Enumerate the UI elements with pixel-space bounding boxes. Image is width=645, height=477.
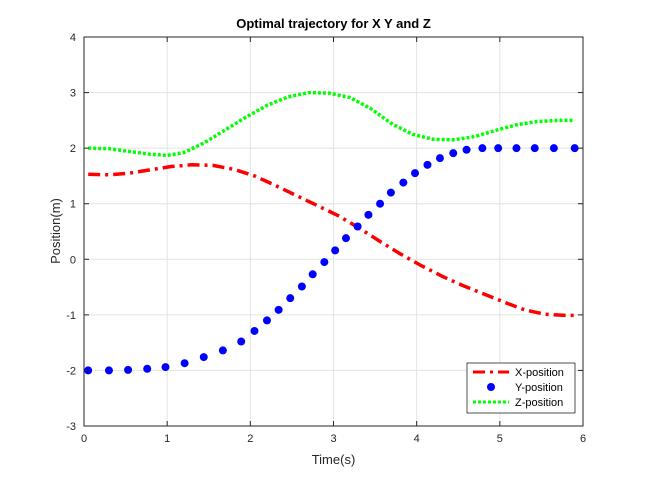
point-y-position bbox=[218, 346, 227, 355]
legend-label-x-position: X-position bbox=[515, 367, 564, 379]
x-tick-label: 5 bbox=[497, 433, 503, 445]
x-tick-label: 3 bbox=[330, 433, 336, 445]
point-y-position bbox=[376, 199, 385, 208]
y-axis-label: Position(m) bbox=[48, 198, 63, 264]
point-y-position bbox=[423, 160, 432, 169]
point-y-position bbox=[250, 326, 259, 335]
point-y-position bbox=[104, 366, 113, 375]
point-y-position bbox=[494, 144, 503, 153]
chart-title: Optimal trajectory for X Y and Z bbox=[236, 16, 431, 31]
point-y-position bbox=[399, 178, 408, 187]
point-y-position bbox=[353, 222, 362, 231]
y-tick-label: 0 bbox=[70, 254, 76, 266]
point-y-position bbox=[449, 149, 458, 158]
point-y-position bbox=[331, 246, 340, 255]
point-y-position bbox=[411, 169, 420, 178]
point-y-position bbox=[262, 316, 271, 325]
y-tick-label: -1 bbox=[66, 310, 76, 322]
point-y-position bbox=[386, 188, 395, 197]
x-ticks: 0 1 2 3 4 5 6 bbox=[81, 37, 586, 445]
legend: X-position Y-position Z-position bbox=[466, 362, 576, 414]
y-tick-label: -3 bbox=[66, 421, 76, 433]
y-tick-label: 3 bbox=[70, 88, 76, 100]
point-y-position bbox=[435, 154, 444, 163]
point-y-position bbox=[308, 270, 317, 279]
point-y-position bbox=[530, 144, 539, 153]
point-y-position bbox=[364, 210, 373, 219]
legend-label-z-position: Z-position bbox=[515, 397, 563, 409]
point-y-position bbox=[512, 144, 521, 153]
legend-samples bbox=[473, 370, 509, 404]
series-group bbox=[84, 90, 579, 375]
point-y-position bbox=[237, 337, 246, 346]
y-tick-label: 4 bbox=[70, 32, 76, 44]
y-tick-label: 2 bbox=[70, 143, 76, 155]
x-tick-label: 6 bbox=[580, 433, 586, 445]
point-y-position bbox=[549, 144, 558, 153]
x-tick-label: 0 bbox=[81, 433, 87, 445]
point-y-position bbox=[143, 364, 152, 373]
x-axis-label: Time(s) bbox=[312, 452, 356, 467]
point-y-position bbox=[570, 144, 579, 153]
point-y-position bbox=[274, 305, 283, 314]
point-y-position bbox=[286, 294, 295, 303]
line-z-position bbox=[88, 90, 575, 158]
legend-label-y-position: Y-position bbox=[515, 382, 563, 394]
point-y-position bbox=[124, 365, 133, 374]
x-tick-label: 4 bbox=[414, 433, 420, 445]
point-y-position bbox=[320, 258, 329, 267]
y-tick-label: 1 bbox=[70, 199, 76, 211]
line-x-position bbox=[88, 163, 575, 318]
y-tick-label: -2 bbox=[66, 365, 76, 377]
point-y-position bbox=[199, 353, 208, 362]
series-y-position bbox=[84, 144, 579, 375]
x-tick-label: 1 bbox=[164, 433, 170, 445]
y-ticks: -3 -2 -1 0 1 2 3 4 bbox=[66, 32, 583, 433]
point-y-position bbox=[341, 234, 350, 243]
point-y-position bbox=[161, 363, 170, 372]
legend-sample-y-position bbox=[487, 383, 495, 391]
point-y-position bbox=[478, 144, 487, 153]
point-y-position bbox=[180, 359, 189, 368]
point-y-position bbox=[462, 145, 471, 154]
x-tick-label: 2 bbox=[247, 433, 253, 445]
point-y-position bbox=[297, 282, 306, 291]
